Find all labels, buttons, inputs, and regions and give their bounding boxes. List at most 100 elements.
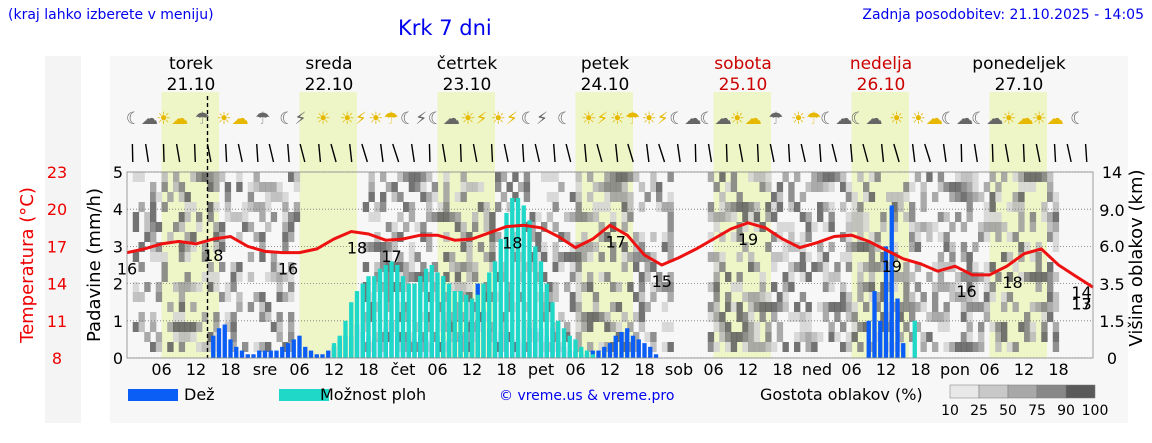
cloud-cell: [1012, 342, 1019, 352]
cloud-cell: [518, 272, 525, 282]
wind-barb: [392, 143, 400, 163]
cloud-cell: [270, 212, 278, 222]
cloud-cell: [500, 272, 508, 282]
wind-barb: [472, 143, 478, 163]
cloud-cell: [1018, 192, 1025, 202]
cloud-cell: [282, 272, 289, 282]
cloud-cell: [978, 222, 985, 232]
cloud-cell: [546, 292, 554, 302]
sun-thunder-icon: ☀⚡: [581, 109, 608, 129]
cloud-cell: [1001, 302, 1008, 312]
cloud-cell: [460, 242, 467, 252]
cloud-cell: [966, 312, 973, 322]
cloud-cell: [575, 252, 582, 262]
cloud-cell: [909, 232, 916, 242]
cloud-cell: [920, 292, 927, 302]
cloud-cell: [1041, 212, 1048, 222]
cloud-cell: [506, 202, 513, 212]
cloud-cell: [282, 202, 289, 212]
cloud-cell: [558, 252, 565, 262]
cloud-cell: [610, 322, 617, 332]
temp-label-3: 18: [347, 239, 367, 258]
cloud-cell: [713, 282, 720, 292]
cloud-cell: [891, 202, 899, 212]
cloud-cell: [587, 242, 594, 252]
cloud-cell: [213, 242, 220, 252]
cloud-cell: [845, 212, 853, 222]
cloud-cell: [707, 282, 715, 292]
cloud-cell: [845, 262, 853, 272]
cloud-cell: [236, 262, 243, 272]
cloud-cell: [426, 172, 433, 182]
cloud-cell: [771, 282, 778, 292]
cloud-cell: [868, 342, 876, 352]
cloud-cell: [845, 312, 853, 322]
cloud-cell: [748, 252, 755, 262]
cloud-cell: [621, 222, 628, 232]
cloud-cell: [949, 292, 956, 302]
wind-barb: [769, 143, 775, 163]
cloud-cell: [403, 172, 410, 182]
cloud-cell: [420, 262, 427, 272]
copyright-link[interactable]: © vreme.us & vreme.pro: [499, 388, 675, 404]
cloud-cell: [633, 292, 640, 302]
cloud-cell: [719, 312, 726, 322]
cloud-cell: [1006, 342, 1014, 352]
cloud-cell: [460, 192, 467, 202]
rain-bar: [245, 354, 250, 358]
cloud-cell: [483, 202, 490, 212]
cloud-cell: [782, 252, 789, 262]
cloud-cell: [426, 342, 433, 352]
cloud-cell: [391, 192, 398, 202]
cloud-cell: [932, 222, 939, 232]
cloud-cell: [960, 172, 968, 182]
cloud-cell: [558, 262, 565, 272]
cloud-cell: [1052, 322, 1060, 332]
cloud-cell: [753, 302, 761, 312]
day-abbr-3: pet: [528, 360, 554, 379]
showers-bar: [498, 238, 503, 358]
cloud-cell: [805, 322, 812, 332]
cloud-cell: [794, 262, 801, 272]
cloud-cell: [161, 272, 168, 282]
cloud-cell: [633, 232, 640, 242]
cloud-cell: [937, 282, 945, 292]
cloud-cell: [926, 172, 933, 182]
cloud-cell: [397, 252, 404, 262]
showers-bar: [366, 276, 371, 358]
cloud-cell: [535, 212, 542, 222]
hour-tick: 18: [772, 360, 792, 379]
cloud-cell: [564, 322, 571, 332]
daylight-band-1: [299, 92, 357, 358]
wind-barb: [490, 143, 494, 163]
cloud-cell: [408, 202, 416, 212]
cloud-cell: [621, 252, 628, 262]
cloud-cell: [575, 312, 582, 322]
precip-tick-4: 4: [113, 200, 123, 219]
cloud-cell: [236, 232, 243, 242]
cloud-cell: [748, 322, 755, 332]
cloud-cell: [811, 262, 818, 272]
cloud-cell: [1024, 242, 1031, 252]
cloud-cell: [454, 192, 462, 202]
cloud-cell: [288, 292, 295, 302]
cloud-cell: [569, 302, 577, 312]
cloud-cell: [288, 322, 295, 332]
cloud-cell: [541, 302, 548, 312]
cloud-cell: [972, 302, 979, 312]
cloud-cell: [759, 282, 766, 292]
cloud-cell: [288, 172, 295, 182]
cloud-cell: [489, 222, 496, 232]
location-hint-link[interactable]: (kraj lahko izberete v meniju): [8, 7, 214, 23]
cloud-cell: [857, 242, 864, 252]
hour-tick: 06: [151, 360, 171, 379]
cloud-cell: [886, 342, 893, 352]
cloud-cell: [794, 332, 801, 342]
height-tick-5: 14: [1102, 163, 1122, 182]
showers-bar: [372, 276, 377, 358]
cloud-cell: [535, 232, 542, 242]
cloud-cell: [173, 172, 180, 182]
cloud-cell: [995, 272, 1002, 282]
cloud-cell: [886, 322, 893, 332]
cloud-cell: [650, 172, 657, 182]
